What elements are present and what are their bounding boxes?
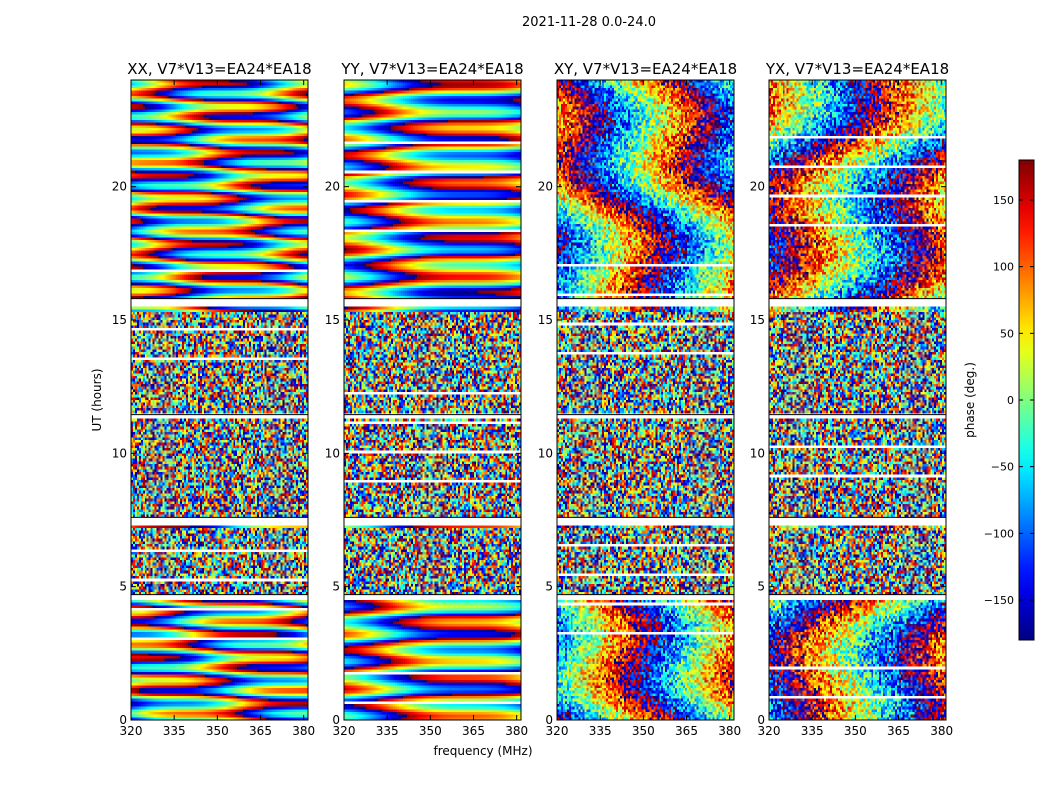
y-tick-label: 15 bbox=[325, 313, 340, 327]
y-tick-label: 5 bbox=[545, 580, 553, 594]
panel-yy: YY, V7*V13=EA24*EA18 320 335 350 365 380 0 5 10 1… bbox=[325, 60, 528, 738]
x-tick-label: 335 bbox=[376, 724, 399, 738]
x-tick-label: 380 bbox=[718, 724, 741, 738]
heatmap-xy bbox=[557, 80, 734, 720]
y-tick-label: 20 bbox=[538, 180, 553, 194]
x-tick-label: 335 bbox=[589, 724, 612, 738]
figure-suptitle: 2021-11-28 0.0-24.0 bbox=[522, 15, 656, 30]
heatmap-xx bbox=[131, 80, 308, 720]
x-tick-label: 350 bbox=[206, 724, 229, 738]
colorbar-tick-label: 150 bbox=[993, 194, 1014, 207]
plot-frame bbox=[343, 79, 522, 721]
plot-frame bbox=[768, 79, 947, 721]
plot-frame bbox=[130, 79, 309, 721]
y-tick-label: 5 bbox=[332, 580, 340, 594]
panel-title: YX, V7*V13=EA24*EA18 bbox=[765, 60, 949, 78]
panel-title: YY, V7*V13=EA24*EA18 bbox=[340, 60, 523, 78]
panel-title: XX, V7*V13=EA24*EA18 bbox=[127, 60, 311, 78]
y-tick-label: 10 bbox=[112, 446, 127, 460]
x-tick-label: 365 bbox=[675, 724, 698, 738]
x-tick-label: 350 bbox=[419, 724, 442, 738]
y-axis-label: UT (hours) bbox=[90, 368, 104, 431]
y-tick-label: 15 bbox=[538, 313, 553, 327]
y-tick-label: 5 bbox=[757, 580, 765, 594]
colorbar-tick-label: 100 bbox=[993, 261, 1014, 274]
colorbar-tick-label: 0 bbox=[1007, 394, 1014, 407]
x-tick-label: 320 bbox=[120, 724, 143, 738]
y-tick-label: 0 bbox=[757, 713, 765, 727]
y-tick-label: 20 bbox=[750, 180, 765, 194]
y-tick-label: 15 bbox=[112, 313, 127, 327]
y-tick-label: 10 bbox=[750, 446, 765, 460]
x-tick-label: 365 bbox=[462, 724, 485, 738]
y-tick-label: 5 bbox=[119, 580, 127, 594]
x-tick-label: 365 bbox=[887, 724, 910, 738]
x-tick-label: 380 bbox=[292, 724, 315, 738]
panel-yx: YX, V7*V13=EA24*EA18 320 335 350 365 380 0 5 10 1… bbox=[750, 60, 953, 738]
colorbar-tick-label: 50 bbox=[1000, 327, 1014, 340]
colorbar-tick-label: −100 bbox=[984, 527, 1014, 540]
y-tick-label: 0 bbox=[119, 713, 127, 727]
y-tick-label: 20 bbox=[112, 180, 127, 194]
y-tick-label: 0 bbox=[332, 713, 340, 727]
x-axis-label: frequency (MHz) bbox=[433, 744, 532, 758]
y-tick-label: 20 bbox=[325, 180, 340, 194]
x-tick-label: 320 bbox=[333, 724, 356, 738]
x-tick-label: 335 bbox=[801, 724, 824, 738]
colorbar-tick-label: −150 bbox=[984, 594, 1014, 607]
x-tick-label: 350 bbox=[844, 724, 867, 738]
colorbar-tick-label: −50 bbox=[991, 461, 1014, 474]
y-tick-label: 10 bbox=[325, 446, 340, 460]
y-tick-label: 15 bbox=[750, 313, 765, 327]
x-tick-label: 380 bbox=[930, 724, 953, 738]
x-tick-label: 320 bbox=[758, 724, 781, 738]
y-tick-label: 10 bbox=[538, 446, 553, 460]
x-tick-label: 350 bbox=[632, 724, 655, 738]
x-tick-label: 320 bbox=[546, 724, 569, 738]
panel-xy: XY, V7*V13=EA24*EA18 320 335 350 365 380 0 5 10 1… bbox=[538, 60, 741, 738]
heatmap-yx bbox=[769, 80, 946, 720]
panel-title: XY, V7*V13=EA24*EA18 bbox=[554, 60, 737, 78]
y-tick-label: 0 bbox=[545, 713, 553, 727]
x-tick-label: 380 bbox=[505, 724, 528, 738]
x-tick-label: 365 bbox=[249, 724, 272, 738]
colorbar: 150 100 50 0 −50 −100 −150 phase (deg.) bbox=[963, 159, 1035, 641]
colorbar-label: phase (deg.) bbox=[963, 362, 977, 438]
heatmap-yy bbox=[344, 80, 521, 720]
panels: XX, V7*V13=EA24*EA18 320 335 350 365 380 0 5 10 1… bbox=[112, 60, 953, 738]
plot-frame bbox=[556, 79, 735, 721]
panel-xx: XX, V7*V13=EA24*EA18 320 335 350 365 380 0 5 10 1… bbox=[112, 60, 315, 738]
x-tick-label: 335 bbox=[163, 724, 186, 738]
